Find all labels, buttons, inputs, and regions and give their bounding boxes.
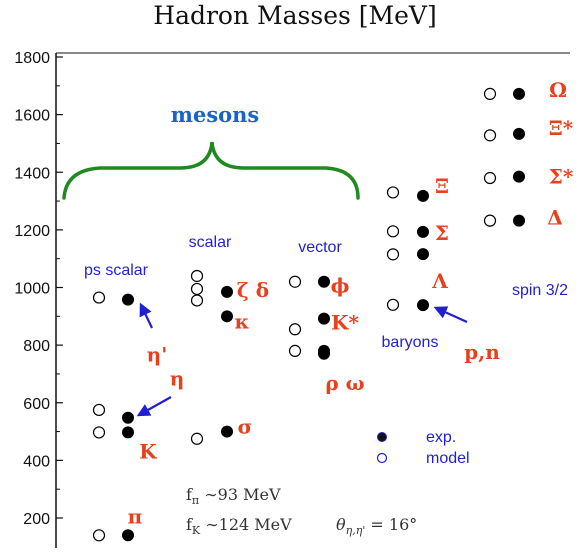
legend-exp-marker (377, 432, 387, 442)
particle-label: ζ δ (237, 278, 269, 302)
group-label-baryons: baryons (382, 334, 439, 351)
model-point (92, 291, 106, 304)
exp-point (417, 189, 429, 202)
model-point (386, 298, 400, 311)
model-point (190, 269, 204, 283)
exp-point (417, 248, 429, 261)
exp-point (513, 87, 525, 100)
particle-label: Λ (431, 269, 448, 293)
model-point (386, 225, 400, 238)
particle-label: σ (238, 415, 253, 439)
particle-label: η' (147, 343, 168, 367)
chart-decorations: mesons ps scalar scalar vector baryons spin 3… (62, 102, 568, 417)
group-label-vector: vector (298, 239, 342, 256)
model-point (190, 432, 204, 445)
particle-label: Ξ* (549, 116, 574, 140)
nucleon-arrow (433, 306, 468, 324)
particle-label: K* (331, 311, 359, 335)
legend-model-marker (376, 452, 388, 464)
particle-label: κ (235, 309, 250, 333)
model-point (92, 529, 106, 542)
model-point (483, 214, 497, 227)
particle-label: Ω (549, 78, 567, 102)
exp-point (318, 275, 330, 288)
model-point (190, 282, 204, 296)
mesons-brace (62, 141, 360, 200)
particle-label: K (139, 439, 157, 463)
y-tick-label: 400 (23, 453, 50, 470)
eta-prime-arrow (139, 302, 153, 329)
model-point (483, 87, 497, 100)
plot-frame (55, 52, 570, 548)
model-point (483, 129, 497, 142)
legend-label: exp. (426, 429, 456, 446)
model-point (386, 186, 400, 199)
exp-point (318, 344, 330, 357)
y-tick-label: 600 (23, 396, 50, 413)
model-point (190, 294, 204, 307)
y-tick-label: 1200 (14, 223, 50, 240)
exp-point (221, 310, 233, 323)
model-point (483, 171, 497, 185)
model-point (288, 344, 302, 357)
exp-point (318, 312, 330, 325)
annotations: fπ ∼93 MeV fK ∼124 MeV θη,η' = 16° (186, 485, 417, 537)
exp-point (122, 426, 134, 439)
exp-point (122, 411, 134, 424)
model-point (288, 275, 302, 288)
particle-label: Σ* (549, 165, 574, 189)
y-tick-label: 1400 (14, 165, 50, 182)
y-tick-label: 1800 (14, 50, 50, 67)
exp-point (513, 127, 525, 140)
particle-label: η (170, 367, 185, 391)
particle-label: Δ (547, 206, 563, 230)
legend-label: model (426, 450, 470, 467)
particle-label: ρ ω (325, 371, 364, 395)
annotation-text: fπ ∼93 MeV (186, 485, 281, 507)
exp-point (417, 299, 429, 312)
model-point (92, 426, 106, 439)
particle-label: π (128, 504, 143, 528)
model-point (386, 248, 400, 261)
group-label-scalar: scalar (189, 234, 232, 251)
mesons-label: mesons (171, 102, 260, 127)
eta-arrow (136, 396, 172, 417)
annotation-text: fK ∼124 MeV (186, 515, 292, 537)
particle-label: ϕ (331, 274, 350, 298)
y-tick-label: 1600 (14, 108, 50, 125)
annotation-text: θη,η' = 16° (336, 515, 417, 537)
particle-labels: π Kηη' σ κ ζ δ ρ ω K* ϕ p,n ΛΣΞ Δ Σ* Ξ* Ω (128, 78, 574, 528)
chart-title: Hadron Masses [MeV] (153, 1, 436, 30)
y-tick-label: 800 (23, 338, 50, 355)
model-point (288, 323, 302, 336)
y-tick-label: 200 (23, 511, 50, 528)
particle-label: Σ (435, 221, 449, 245)
exp-point (513, 214, 525, 227)
y-tick-label: 1000 (14, 281, 50, 298)
group-label-ps-scalar: ps scalar (84, 262, 149, 279)
exp-point (221, 425, 233, 438)
model-point (92, 403, 106, 417)
group-label-spin32: spin 3/2 (512, 282, 568, 299)
particle-label: p,n (464, 340, 500, 364)
exp-point (417, 225, 429, 238)
exp-point (221, 285, 233, 298)
y-axis-ticks: 200 400 600 800 1000 1200 1400 1600 1800 (14, 50, 63, 528)
exp-point (122, 529, 134, 542)
legend: exp. model (376, 429, 470, 467)
exp-point (513, 170, 525, 183)
exp-point (122, 293, 134, 306)
data-points (92, 87, 525, 542)
particle-label: Ξ (435, 174, 449, 198)
